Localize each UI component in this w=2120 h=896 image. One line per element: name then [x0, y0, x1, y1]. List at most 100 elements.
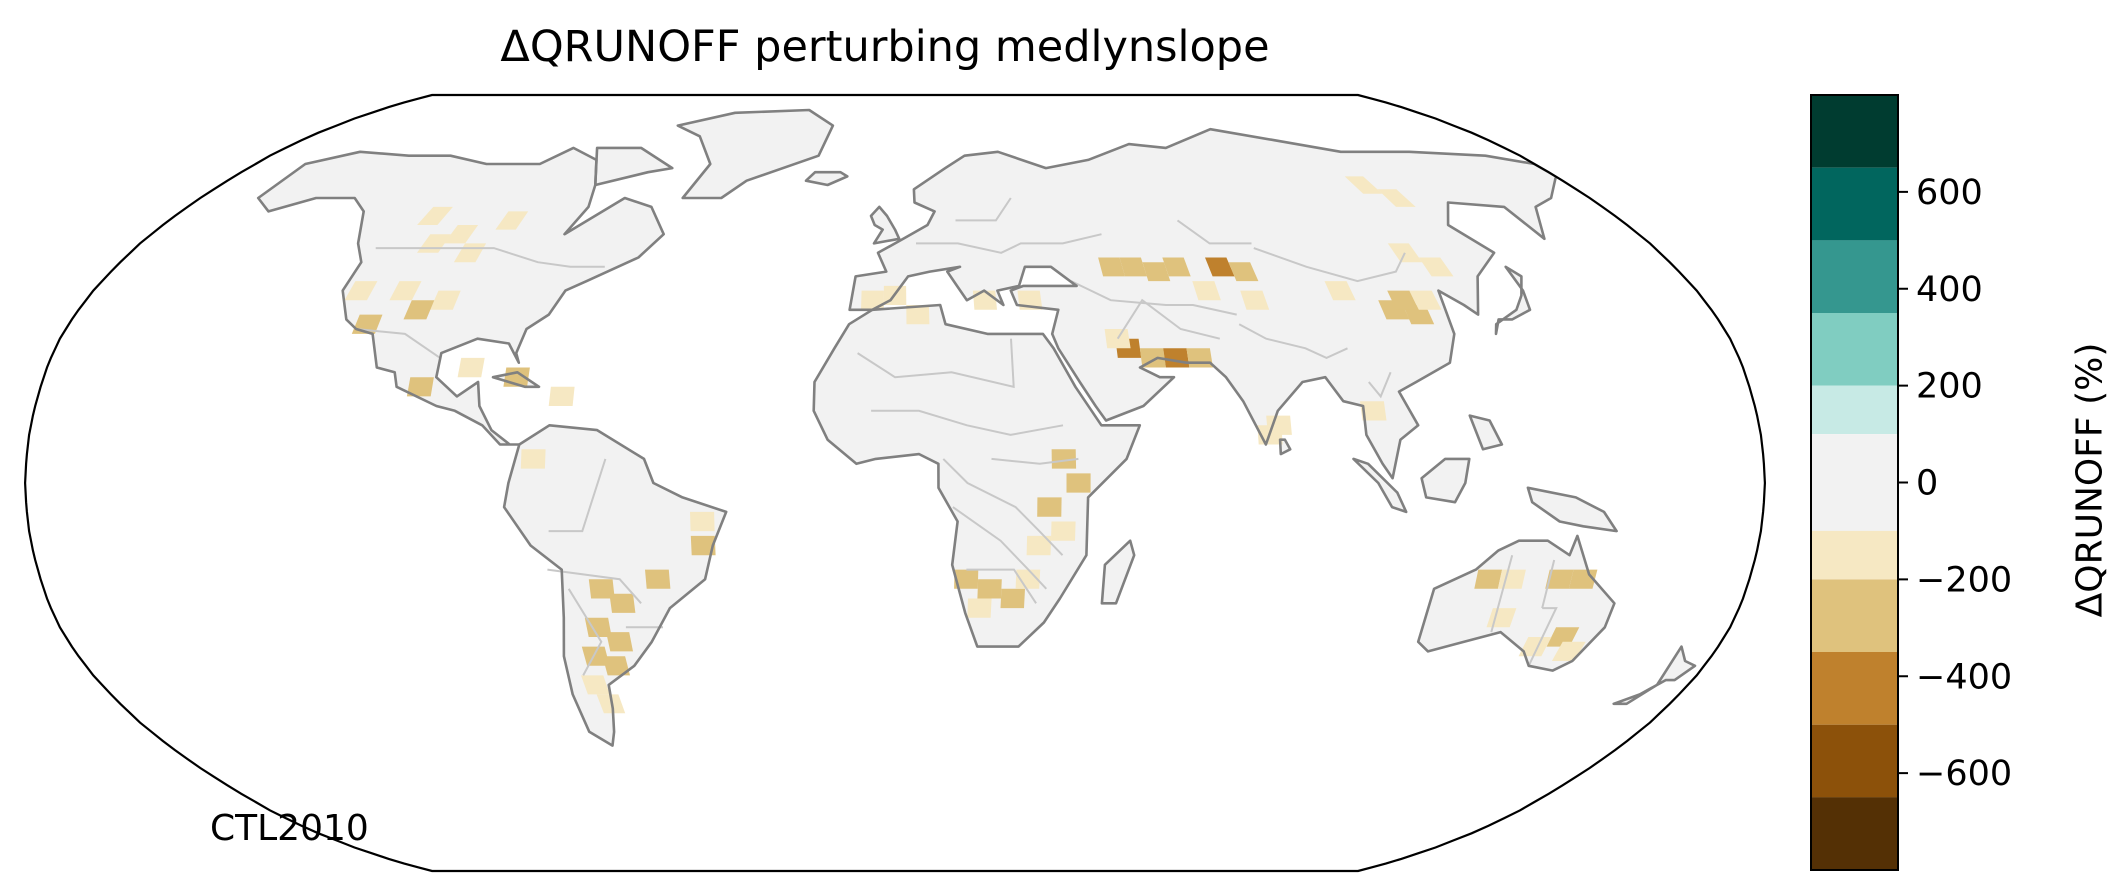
colorbar-tick-label: −600: [1916, 754, 2012, 794]
coastline-sumatra: [1352, 457, 1408, 514]
data-cell: [1518, 637, 1552, 657]
land-south-america: [504, 425, 727, 746]
land-japan: [1496, 266, 1530, 334]
coastline-eurasia: [848, 127, 1558, 480]
coastline-new-zealand: [1612, 645, 1697, 706]
land-layer: [258, 110, 1695, 746]
country-border: [1176, 219, 1252, 245]
colorbar-tick-label: −200: [1916, 560, 2012, 600]
country-border: [375, 247, 605, 268]
data-cell: [861, 290, 884, 310]
land-north-america: [258, 147, 664, 445]
country-border: [1238, 323, 1348, 359]
coastline-sri-lanka: [1278, 438, 1292, 456]
coastline-baffin: [594, 146, 674, 187]
coastline-north-america: [256, 146, 665, 446]
data-cell: [417, 206, 453, 225]
land-greenland: [677, 110, 833, 198]
data-cell: [977, 579, 1002, 599]
country-border: [966, 568, 1037, 604]
colorbar-bin: [1811, 797, 1898, 870]
country-border: [356, 328, 441, 359]
colorbar-tick-label: 400: [1916, 270, 1983, 310]
data-cell: [1104, 329, 1131, 349]
coastline-madagascar: [1100, 539, 1136, 605]
coastline-iceland: [804, 170, 849, 187]
data-cell: [1051, 521, 1076, 541]
data-cell: [1000, 588, 1025, 609]
data-cell: [1142, 262, 1171, 282]
data-cell: [1377, 189, 1416, 207]
colorbar-bin: [1811, 385, 1898, 434]
coastline-greenland: [676, 108, 835, 200]
data-cell: [1205, 257, 1235, 277]
data-cell: [430, 290, 461, 310]
scenario-label: CTL2010: [210, 808, 369, 849]
data-cell: [588, 579, 615, 599]
data-cell: [1324, 281, 1356, 301]
data-cell: [1192, 281, 1221, 301]
coastline-cuba: [491, 371, 541, 389]
colorbar-bin: [1811, 313, 1898, 386]
data-cell: [1409, 290, 1442, 310]
data-cell: [344, 281, 378, 301]
data-cell: [1163, 348, 1190, 368]
data-cell: [584, 617, 612, 637]
coastline-new-guinea: [1526, 486, 1618, 533]
country-border: [1368, 371, 1392, 399]
coastline-south-america: [502, 424, 728, 747]
data-cell: [1240, 290, 1270, 310]
country-border: [952, 506, 1048, 590]
colorbar-bin: [1811, 530, 1898, 580]
coastline-borneo: [1420, 457, 1471, 504]
data-cell: [1066, 473, 1091, 493]
land-africa: [813, 305, 1140, 647]
data-cell: [645, 569, 671, 589]
colorbar: 600 400 200 0 −200 −400 −600: [1810, 94, 2012, 871]
country-border: [567, 588, 603, 676]
data-cell: [520, 449, 546, 469]
colorbar-bins: [1811, 95, 1898, 870]
country-border: [942, 458, 1064, 556]
colorbar-bin: [1811, 95, 1898, 168]
country-border: [871, 409, 1064, 436]
data-cell: [1037, 497, 1062, 517]
coastline-japan: [1494, 265, 1532, 336]
data-cell: [906, 305, 930, 325]
coastline-australia: [1416, 534, 1616, 672]
map-canvas: [23, 93, 1767, 873]
country-border: [955, 197, 1012, 222]
data-cell: [581, 675, 610, 695]
data-cell: [495, 211, 529, 230]
country-border: [1541, 559, 1556, 609]
data-cell: [1119, 257, 1147, 277]
land-eurasia: [849, 129, 1556, 479]
country-border: [548, 458, 607, 533]
coastline-britain: [869, 205, 901, 245]
data-cell: [609, 593, 636, 613]
data-cell: [690, 511, 715, 532]
data-cell: [602, 656, 630, 676]
country-border: [547, 568, 642, 604]
colorbar-bin: [1811, 724, 1898, 798]
colorbar-label: ΔQRUNOFF (%): [2069, 342, 2111, 618]
map-background: [25, 95, 1765, 871]
coastlines: [256, 108, 1697, 747]
country-border: [1116, 298, 1221, 340]
data-cell: [457, 357, 485, 378]
data-cell: [1360, 401, 1387, 421]
land-new-guinea: [1527, 487, 1617, 532]
colorbar-bin: [1811, 652, 1898, 725]
data-cell: [548, 386, 575, 406]
land-philippines: [1469, 415, 1502, 450]
colorbar-bin: [1811, 167, 1898, 241]
data-cell: [954, 569, 979, 589]
data-cell: [1344, 176, 1383, 194]
data-cell: [1026, 535, 1052, 556]
land-new-zealand: [1613, 646, 1695, 704]
data-cell: [690, 535, 716, 556]
country-border: [1490, 554, 1514, 633]
data-cell: [1497, 569, 1526, 589]
data-cell: [1545, 569, 1574, 589]
